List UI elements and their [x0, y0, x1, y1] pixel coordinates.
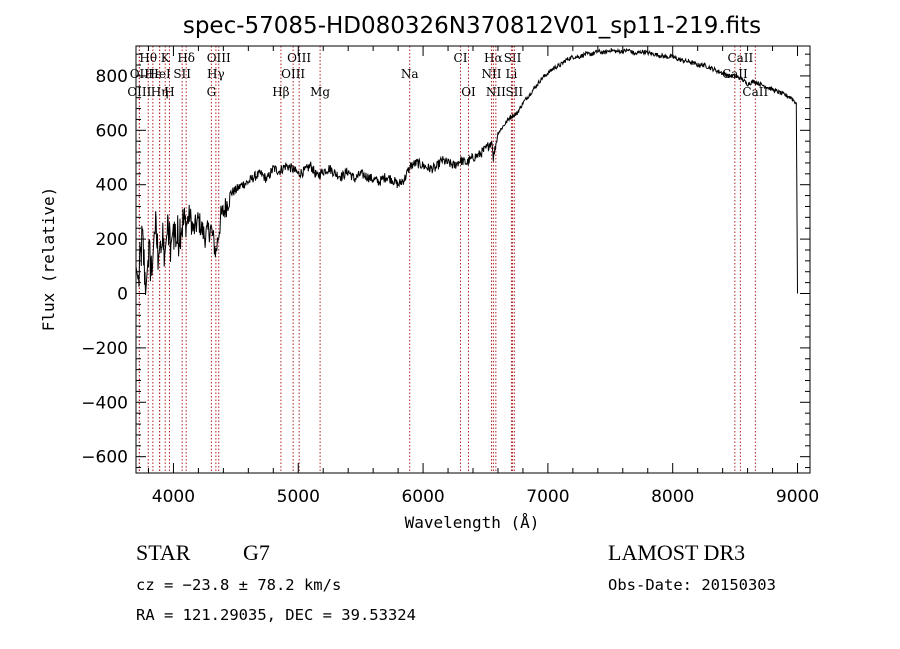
- y-tick-label: −600: [81, 448, 128, 468]
- line-marker-label: Na: [401, 67, 419, 81]
- object-subclass: G7: [243, 540, 270, 565]
- y-axis-label: Flux (relative): [39, 187, 58, 332]
- line-marker-label: Li: [506, 67, 518, 81]
- x-axis-label: Wavelength (Å): [405, 513, 540, 532]
- redshift-cz: cz = −23.8 ± 78.2 km/s: [136, 576, 341, 594]
- x-tick-label: 4000: [152, 487, 195, 507]
- line-marker-label: K: [161, 51, 171, 65]
- line-marker-label: CaII: [742, 85, 768, 99]
- line-marker-label: SII: [505, 85, 523, 99]
- observation-date: Obs-Date: 20150303: [608, 576, 776, 594]
- y-tick-label: −400: [81, 393, 128, 413]
- coordinates: RA = 121.29035, DEC = 39.53324: [136, 606, 416, 624]
- line-marker-label: G: [207, 85, 217, 99]
- spectrum-series: [135, 47, 798, 296]
- y-tick-label: 800: [96, 67, 128, 87]
- survey-release: LAMOST DR3: [608, 540, 745, 565]
- line-marker-label: OIII: [127, 85, 151, 99]
- line-marker-label: Hε: [145, 67, 162, 81]
- line-marker-label: Hθ: [139, 51, 157, 65]
- line-marker-label: Hδ: [177, 51, 195, 65]
- line-marker-label: OIII: [281, 67, 305, 81]
- line-marker-label: Hα: [484, 51, 503, 65]
- plot-frame: [135, 45, 811, 474]
- x-axis: 4000 5000 6000 7000 8000 9000: [147, 46, 819, 507]
- y-tick-label: 400: [96, 176, 128, 196]
- x-tick-label: 5000: [277, 487, 320, 507]
- y-axis: −600 −400 −200 0 200 400 600 800: [81, 53, 810, 469]
- y-tick-label: 200: [96, 230, 128, 250]
- y-tick-label: −200: [81, 339, 128, 359]
- x-tick-label: 9000: [776, 487, 819, 507]
- line-marker-label: OI: [461, 85, 476, 99]
- line-marker-label: CI: [454, 51, 468, 65]
- object-class: STAR: [136, 540, 191, 565]
- y-tick-label: 0: [117, 284, 128, 304]
- line-marker-label: SII: [504, 51, 522, 65]
- line-marker-label: Hβ: [272, 85, 289, 99]
- line-marker-label: CaII: [727, 51, 753, 65]
- x-tick-label: 8000: [651, 487, 694, 507]
- y-tick-label: 600: [96, 121, 128, 141]
- line-marker-label: SII: [173, 67, 191, 81]
- line-marker-label: OIII: [207, 51, 231, 65]
- line-marker-label: Hη: [151, 85, 169, 99]
- line-marker-label: OIII: [287, 51, 311, 65]
- chart-title: spec-57085-HD080326N370812V01_sp11-219.f…: [183, 13, 761, 39]
- line-marker-label: NII: [486, 85, 506, 99]
- x-tick-label: 6000: [401, 487, 444, 507]
- line-marker-label: H: [164, 85, 174, 99]
- line-marker-label: Mg: [310, 85, 330, 99]
- spectrum-line: [135, 47, 798, 296]
- x-tick-label: 7000: [526, 487, 569, 507]
- line-marker-label: Hγ: [207, 67, 225, 81]
- line-marker-label: NII: [481, 67, 501, 81]
